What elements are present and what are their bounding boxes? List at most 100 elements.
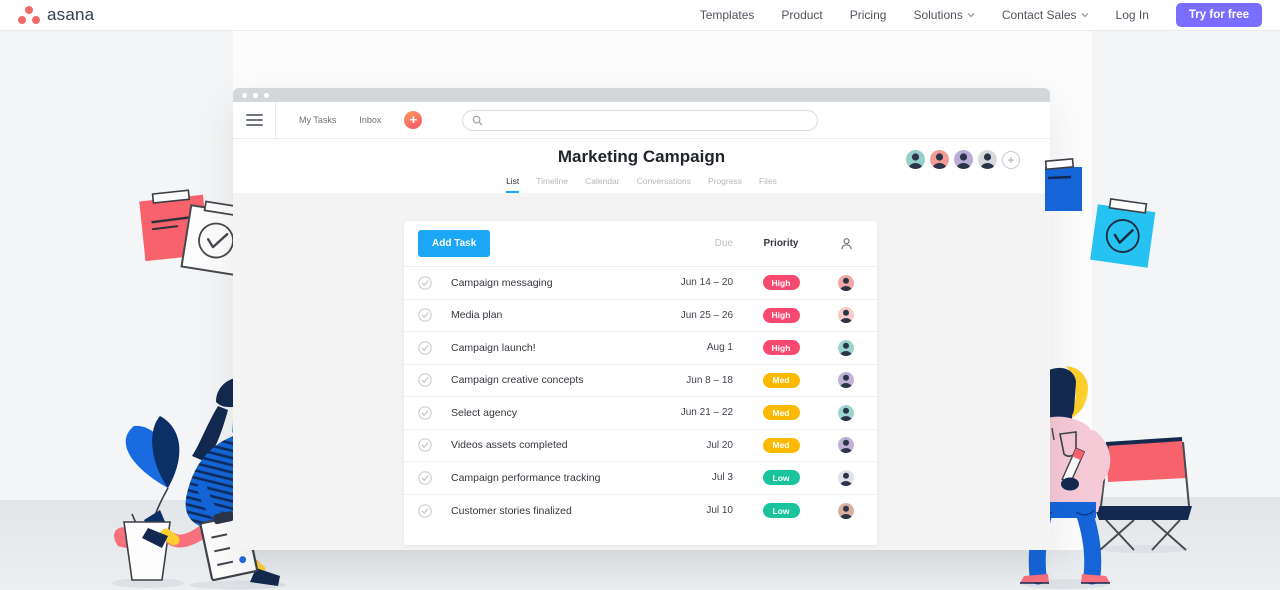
task-name: Videos assets completed: [451, 439, 568, 452]
assignee-avatar: [838, 307, 854, 324]
member-avatar[interactable]: [930, 150, 949, 169]
folding-chair-illustration: [1094, 437, 1192, 553]
toolbar-inbox-link[interactable]: Inbox: [359, 115, 382, 125]
task-check-icon[interactable]: [418, 340, 451, 355]
toolbar-my-tasks-link[interactable]: My Tasks: [299, 115, 337, 125]
hamburger-menu-icon[interactable]: [246, 111, 263, 129]
task-row[interactable]: Campaign creative concepts Jun 8 – 18 Me…: [404, 365, 877, 397]
task-row[interactable]: Select agency Jun 21 – 22 Med: [404, 397, 877, 430]
nav-link-solutions[interactable]: Solutions: [913, 8, 975, 22]
nav-link-pricing[interactable]: Pricing: [849, 8, 887, 22]
project-members: +: [906, 150, 1020, 169]
task-due-date: Jul 20: [706, 439, 733, 451]
cyan-sticky-note-decoration: [1090, 198, 1156, 268]
chevron-down-icon: [967, 13, 975, 18]
project-header: Marketing Campaign + List Timeline: [233, 139, 1050, 193]
add-task-button[interactable]: Add Task: [418, 230, 491, 257]
task-check-icon[interactable]: [418, 405, 451, 420]
assignee-avatar: [838, 372, 854, 389]
member-avatar[interactable]: [954, 150, 973, 169]
task-list-header: Add Task Due Priority: [404, 221, 877, 267]
task-due-date: Jun 8 – 18: [686, 374, 733, 386]
member-avatar[interactable]: [906, 150, 925, 169]
task-row[interactable]: Media plan Jun 25 – 26 High: [404, 300, 877, 332]
tab-calendar[interactable]: Calendar: [585, 176, 620, 186]
task-row[interactable]: Campaign performance tracking Jul 3 Low: [404, 462, 877, 495]
app-toolbar: My Tasks Inbox +: [233, 101, 1050, 139]
floor-center: [233, 550, 1092, 590]
nav-link-contact-sales[interactable]: Contact Sales: [1002, 8, 1089, 22]
task-check-icon[interactable]: [418, 373, 451, 388]
task-row[interactable]: Campaign launch! Aug 1 High: [404, 332, 877, 365]
priority-badge: High: [762, 307, 800, 323]
task-row[interactable]: Campaign messaging Jun 14 – 20 High: [404, 267, 877, 300]
add-member-button[interactable]: +: [1002, 150, 1020, 169]
task-due-date: Jun 14 – 20: [680, 277, 733, 289]
toolbar-divider: [275, 101, 276, 139]
priority-badge: Low: [762, 470, 800, 486]
tab-timeline[interactable]: Timeline: [536, 176, 569, 186]
priority-badge: Med: [762, 437, 800, 453]
task-name: Campaign messaging: [451, 276, 553, 289]
task-name: Select agency: [451, 406, 517, 419]
tab-conversations[interactable]: Conversations: [636, 176, 691, 186]
app-window-mockup: My Tasks Inbox + Marketing Campaign: [233, 88, 1050, 550]
member-avatar[interactable]: [978, 150, 997, 169]
wall-right: [1092, 31, 1280, 590]
person-icon: [840, 238, 852, 250]
project-title: Marketing Campaign: [557, 147, 726, 166]
search-icon: [472, 115, 483, 126]
project-tabs: List Timeline Calendar Conversations Pro…: [233, 176, 1050, 193]
task-row[interactable]: Videos assets completed Jul 20 Med: [404, 430, 877, 462]
task-list-card: Add Task Due Priority Campaig: [404, 221, 877, 545]
task-name: Campaign launch!: [451, 341, 536, 354]
top-nav: asana Templates Product Pricing Solution…: [0, 0, 1280, 31]
asana-logo-text: asana: [47, 5, 95, 24]
assignee-avatar: [838, 274, 854, 291]
priority-badge: High: [762, 275, 800, 291]
priority-badge: Med: [762, 405, 800, 421]
tab-files[interactable]: Files: [758, 176, 777, 186]
assignee-column-header: [823, 237, 869, 250]
due-column-header: Due: [714, 238, 733, 249]
asana-logo[interactable]: asana: [18, 5, 94, 25]
task-due-date: Aug 1: [706, 342, 733, 354]
chrome-dot: [242, 92, 247, 98]
assignee-avatar: [838, 469, 854, 486]
task-name: Media plan: [451, 309, 503, 322]
task-due-date: Jul 10: [706, 505, 733, 517]
try-for-free-button[interactable]: Try for free: [1175, 3, 1262, 27]
task-due-date: Jun 25 – 26: [680, 309, 733, 321]
nav-links: Templates Product Pricing Solutions Cont…: [700, 3, 1262, 27]
task-row[interactable]: Customer stories finalized Jul 10 Low: [404, 495, 877, 528]
blue-folder-decoration: [1044, 158, 1082, 211]
task-name: Campaign performance tracking: [451, 471, 601, 484]
search-input[interactable]: [488, 115, 788, 126]
tab-list[interactable]: List: [506, 176, 520, 193]
priority-badge: Low: [762, 503, 800, 519]
task-check-icon[interactable]: [418, 503, 451, 518]
chevron-down-icon: [1081, 13, 1089, 18]
chrome-dot: [264, 92, 269, 98]
nav-link-login[interactable]: Log In: [1115, 8, 1149, 22]
task-check-icon[interactable]: [418, 308, 451, 323]
task-check-icon[interactable]: [418, 438, 451, 453]
asana-logo-dots-icon: [18, 6, 40, 24]
task-check-icon[interactable]: [418, 470, 451, 485]
assignee-avatar: [838, 404, 854, 421]
task-due-date: Jul 3: [711, 472, 733, 484]
search-bar[interactable]: [462, 110, 818, 131]
window-body: Add Task Due Priority Campaig: [233, 193, 1050, 550]
tab-progress[interactable]: Progress: [707, 176, 742, 186]
task-due-date: Jun 21 – 22: [680, 407, 733, 419]
priority-column-header: Priority: [763, 238, 799, 249]
priority-badge: High: [762, 340, 800, 356]
nav-link-product[interactable]: Product: [781, 8, 823, 22]
browser-chrome-bar: [233, 88, 1050, 102]
task-check-icon[interactable]: [418, 275, 451, 290]
task-name: Campaign creative concepts: [451, 374, 584, 387]
nav-link-templates[interactable]: Templates: [699, 8, 755, 22]
quick-add-button[interactable]: +: [404, 111, 423, 129]
assignee-avatar: [838, 502, 854, 519]
